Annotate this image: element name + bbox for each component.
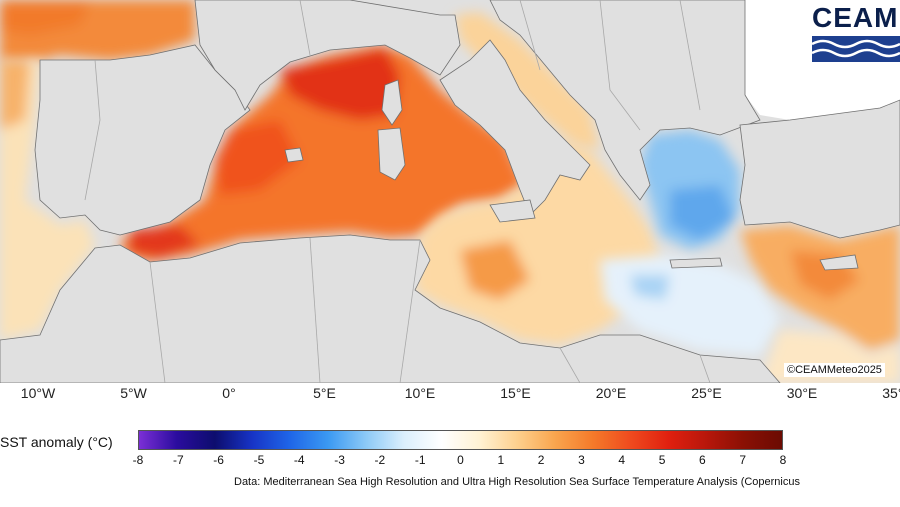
longitude-tick: 0° <box>222 385 236 401</box>
longitude-tick: 25°E <box>691 385 722 401</box>
colorbar-tick: 7 <box>739 453 747 467</box>
colorbar-tick: -8 <box>132 453 144 467</box>
country-borders <box>84 0 711 383</box>
france <box>194 0 461 111</box>
sardinia <box>377 127 406 181</box>
colorbar-tick: -1 <box>414 453 426 467</box>
colorbar-tick: -4 <box>293 453 305 467</box>
sst-anomaly-map <box>0 0 900 383</box>
colorbar-tick: -6 <box>213 453 224 467</box>
cyprus <box>819 254 859 271</box>
data-source-note: Data: Mediterranean Sea High Resolution … <box>234 476 800 488</box>
italy <box>439 39 591 216</box>
sicily <box>489 199 536 223</box>
colorbar-tick: 3 <box>578 453 585 467</box>
ceam-logo: CEAM <box>812 2 900 62</box>
longitude-tick: 35°E <box>882 385 900 401</box>
colorbar-tick: 6 <box>699 453 706 467</box>
longitude-tick: 5°E <box>313 385 336 401</box>
bay-of-biscay <box>0 0 195 60</box>
longitude-tick: 15°E <box>500 385 531 401</box>
anatolia <box>739 99 900 239</box>
copyright-label: ©CEAMMeteo2025 <box>784 363 885 377</box>
colorbar-tick: -3 <box>334 453 345 467</box>
longitude-tick: 5°W <box>120 385 147 401</box>
logo-text: CEAM <box>812 2 899 33</box>
colorbar-tick: 5 <box>658 453 666 467</box>
central-mediterranean <box>415 140 660 345</box>
land-masses <box>0 0 900 383</box>
longitude-tick: 10°W <box>20 385 56 401</box>
colorbar-tick: 1 <box>497 453 505 467</box>
colorbar-tick: -5 <box>253 453 265 467</box>
colorbar-label: SST anomaly (°C) <box>0 434 113 450</box>
western-mediterranean <box>120 45 525 262</box>
balkans <box>489 0 761 201</box>
colorbar-tick: -2 <box>374 453 386 467</box>
longitude-tick: 30°E <box>786 385 818 401</box>
longitude-tick: 10°E <box>404 385 436 401</box>
aegean-sea <box>640 130 740 250</box>
iberian-peninsula <box>34 44 251 236</box>
cretan-passage <box>600 255 780 355</box>
colorbar-tick: 4 <box>618 453 626 467</box>
colorbar-tick: -7 <box>172 453 184 467</box>
colorbar-tick: 0 <box>457 453 464 467</box>
colorbar-tick: 8 <box>779 453 787 467</box>
longitude-tick: 20°E <box>595 385 627 401</box>
atlantic-iberian-coast <box>0 60 95 340</box>
wave-icon <box>812 36 900 62</box>
mallorca <box>284 147 304 163</box>
colorbar <box>138 430 783 450</box>
colorbar-tick: 2 <box>537 453 545 467</box>
corsica <box>381 79 403 126</box>
crete <box>669 257 723 269</box>
